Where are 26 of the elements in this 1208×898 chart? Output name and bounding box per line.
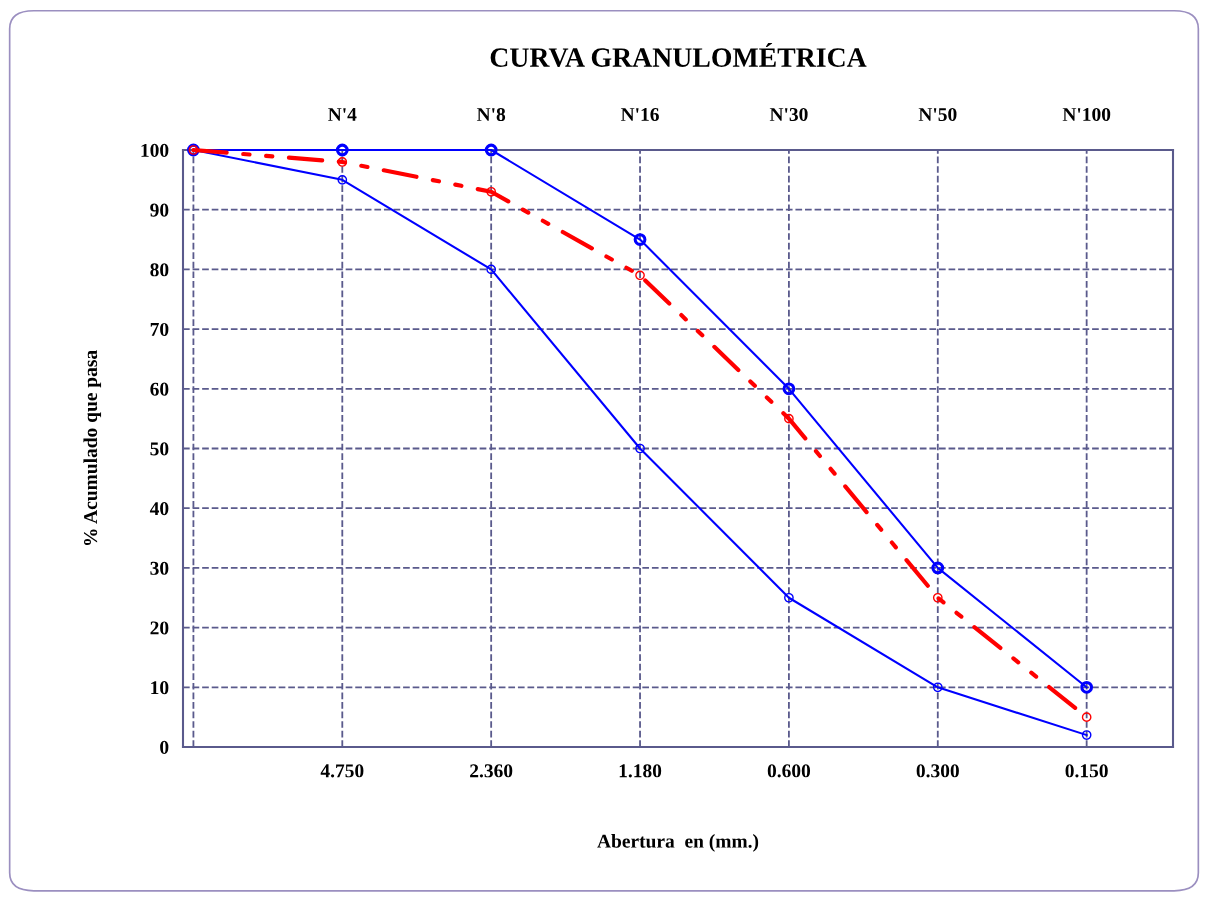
y-tick-label: 10 bbox=[151, 681, 169, 695]
x-tick-label: 0.300 bbox=[916, 764, 959, 778]
text: N'30 bbox=[769, 107, 808, 122]
x-tick-label: 4.750 bbox=[320, 764, 364, 778]
y-tick-label: 30 bbox=[150, 561, 169, 575]
x-tick-label: 1.180 bbox=[619, 764, 662, 778]
y-tick-label: 70 bbox=[150, 322, 169, 337]
y-tick-label: 40 bbox=[149, 502, 169, 516]
text: N'4 bbox=[328, 108, 357, 121]
x-axis-title: Abertura en (mm.) bbox=[597, 834, 759, 852]
y-tick-label: 80 bbox=[150, 263, 169, 277]
y-tick-label: 90 bbox=[150, 203, 169, 217]
y-tick-label: 20 bbox=[150, 621, 169, 635]
chart-title: CURVA GRANULOMÉTRICA bbox=[490, 42, 867, 68]
text: N'16 bbox=[620, 107, 659, 122]
y-tick-label: 60 bbox=[150, 382, 169, 396]
x-tick-label: 2.360 bbox=[470, 764, 513, 778]
x-tick-label: 0.150 bbox=[1065, 764, 1108, 778]
x-tick-label: 0.600 bbox=[767, 764, 811, 778]
text: N'50 bbox=[918, 107, 957, 122]
y-tick-label: 50 bbox=[150, 442, 169, 456]
y-tick-label: 100 bbox=[141, 143, 169, 157]
y-tick-label: 0 bbox=[160, 740, 169, 754]
text: N'8 bbox=[476, 107, 506, 122]
text: N'100 bbox=[1062, 107, 1111, 122]
y-axis-title: % Acumulado que pasa bbox=[83, 350, 102, 546]
